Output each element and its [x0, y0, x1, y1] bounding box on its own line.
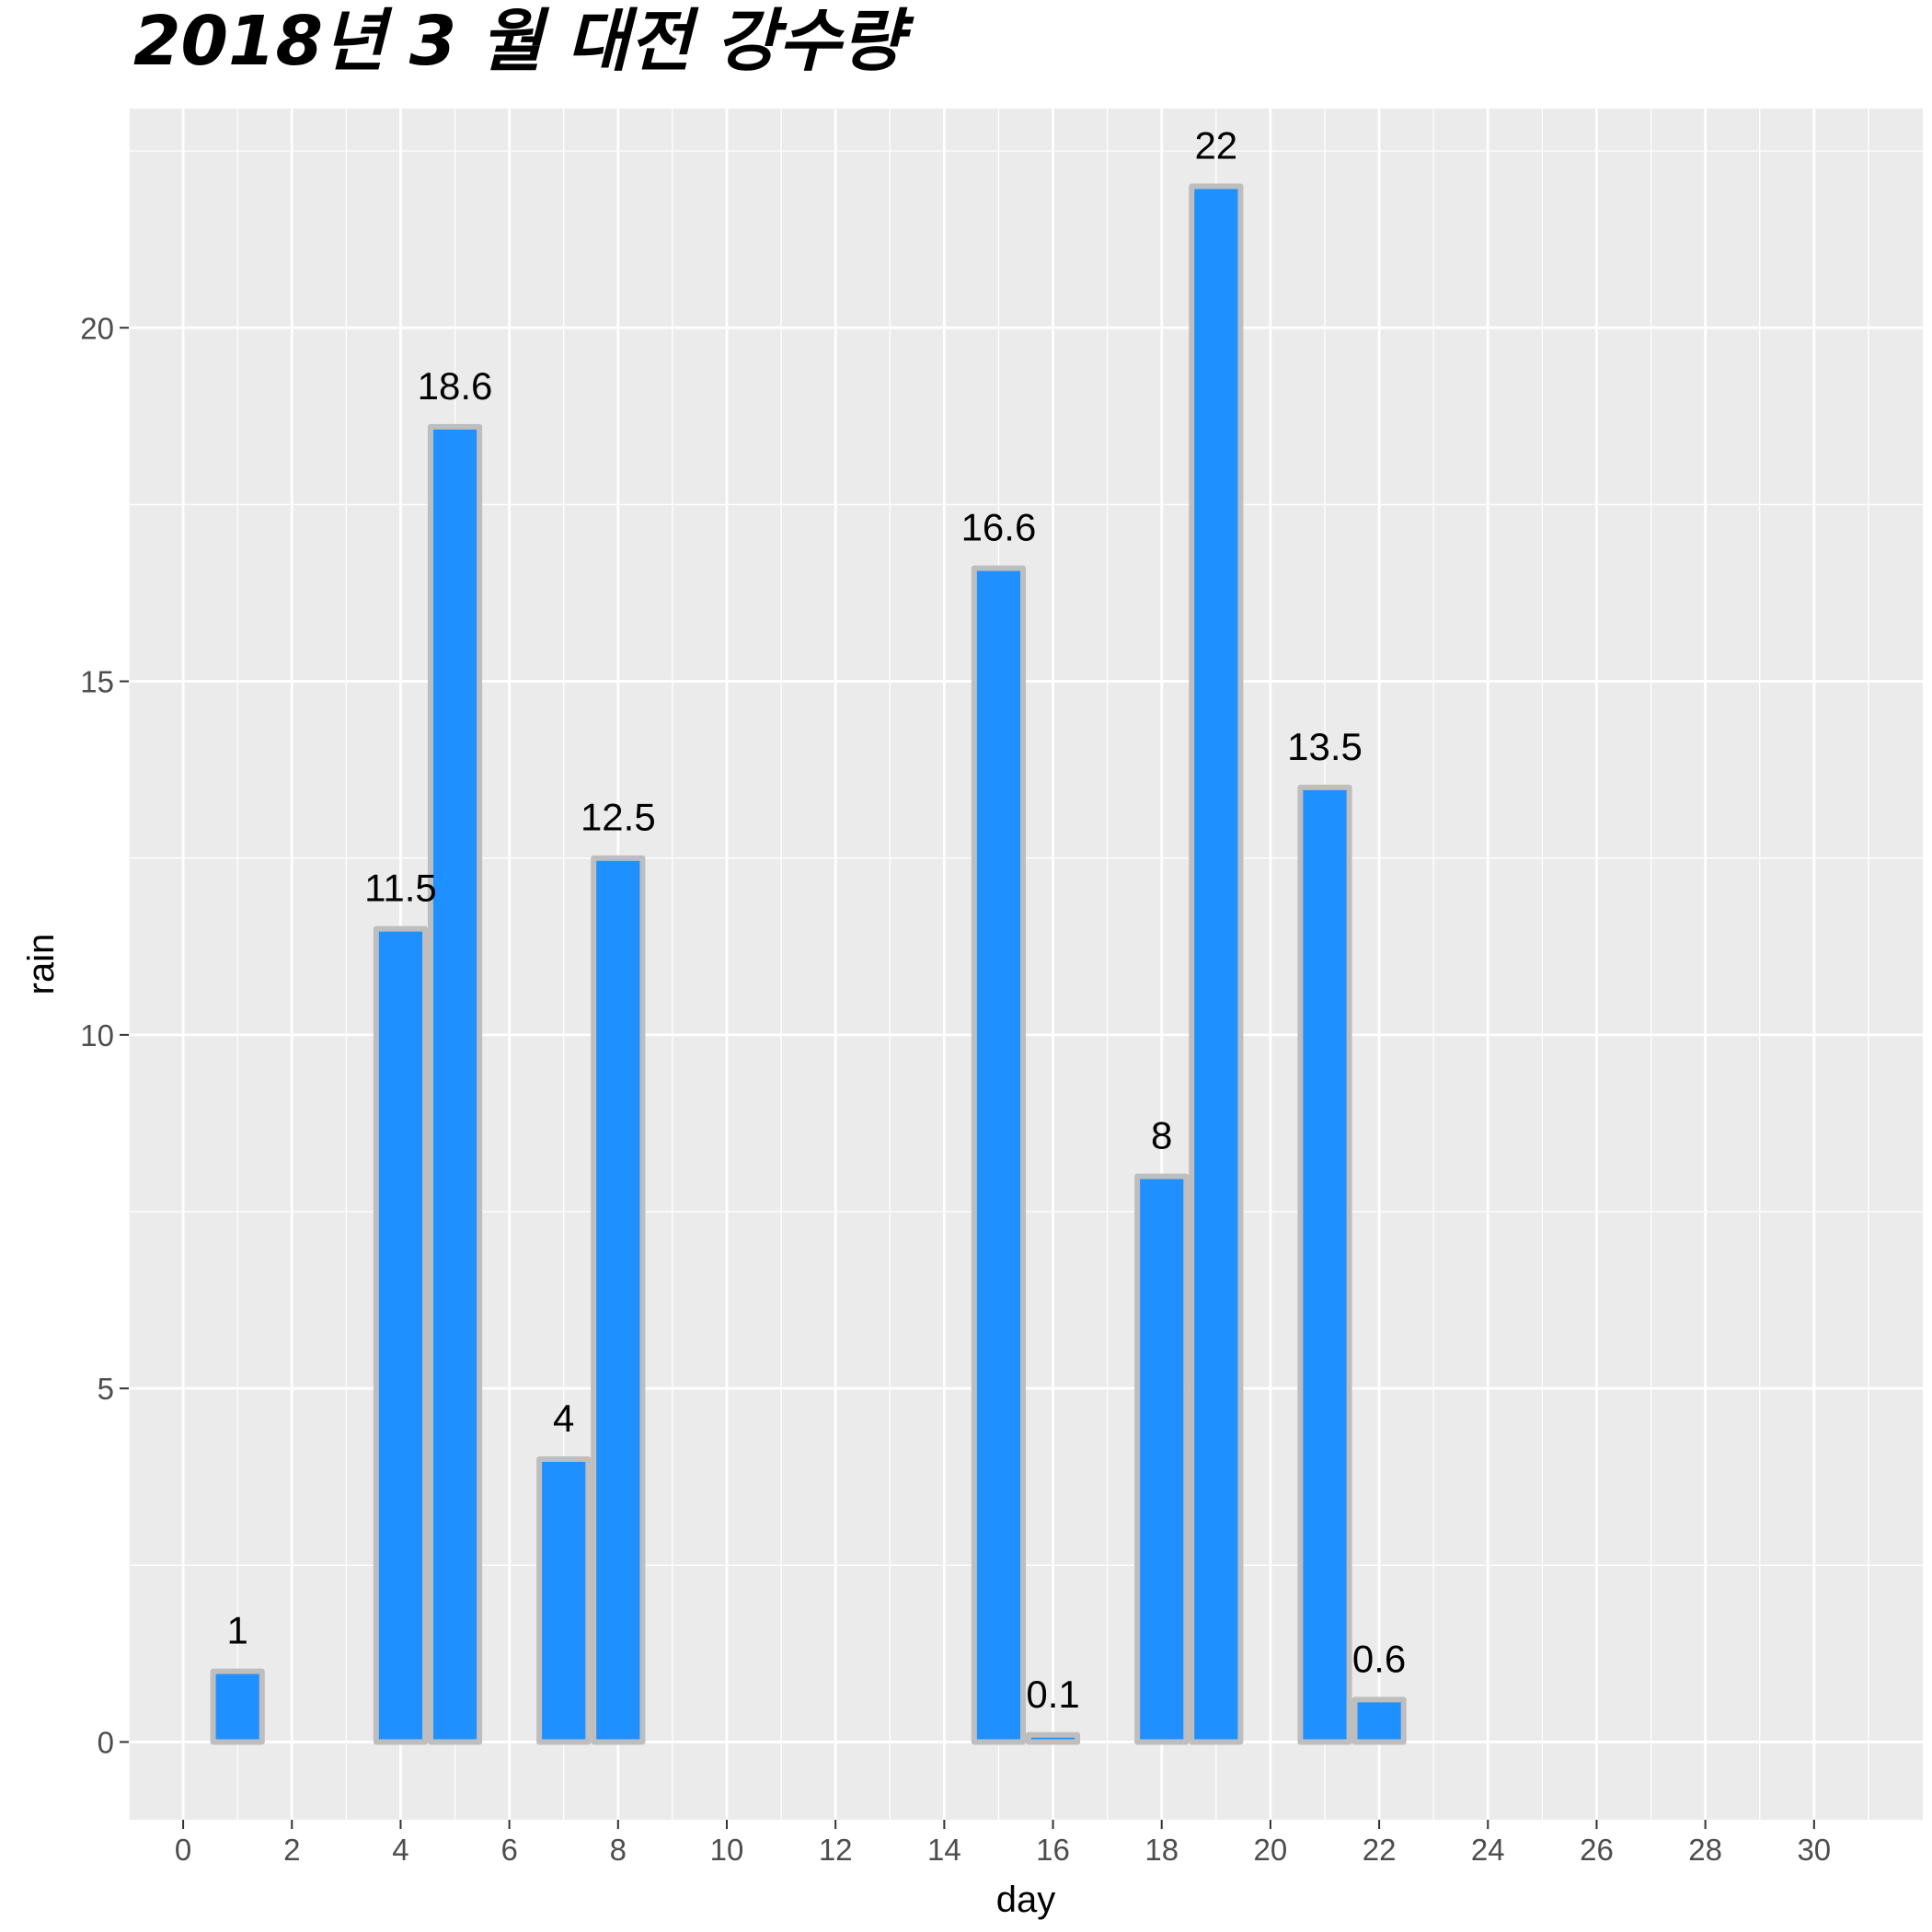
bar-day-19 — [1189, 183, 1244, 1745]
data-label-day-19: 22 — [1194, 124, 1237, 167]
data-label-day-7: 4 — [553, 1397, 574, 1440]
data-label-day-16: 0.1 — [1026, 1673, 1079, 1716]
x-tick-label: 22 — [1363, 1833, 1397, 1867]
x-tick-label: 6 — [500, 1833, 517, 1867]
y-tick-label: 15 — [80, 665, 114, 699]
y-tick-label: 20 — [80, 311, 114, 345]
x-axis-title: day — [996, 1880, 1056, 1920]
data-label-day-22: 0.6 — [1352, 1637, 1406, 1680]
x-tick-label: 26 — [1580, 1833, 1614, 1867]
y-tick-label: 5 — [98, 1372, 114, 1406]
x-tick-label: 0 — [175, 1833, 191, 1867]
bar-day-15 — [971, 565, 1027, 1745]
x-tick-label: 14 — [927, 1833, 961, 1867]
data-label-day-21: 13.5 — [1287, 725, 1363, 768]
bar-day-22 — [1351, 1696, 1407, 1745]
bar-day-8 — [591, 855, 646, 1745]
x-tick-label: 16 — [1036, 1833, 1070, 1867]
data-label-day-4: 11.5 — [364, 867, 437, 910]
x-tick-label: 20 — [1254, 1833, 1288, 1867]
x-tick-label: 4 — [392, 1833, 408, 1867]
y-axis-title: rain — [21, 934, 62, 995]
x-tick-label: 24 — [1471, 1833, 1505, 1867]
bar-day-18 — [1134, 1173, 1190, 1745]
y-tick-label: 10 — [80, 1018, 114, 1052]
chart-title: 2018년 3 월 대전 강수량 — [133, 2, 914, 81]
bars — [210, 183, 1407, 1745]
bar-day-7 — [536, 1456, 592, 1745]
data-labels: 1 11.5 18.6 4 12.5 16.6 0.1 8 22 13.5 0.6 — [227, 124, 1407, 1716]
x-tick-label: 8 — [610, 1833, 627, 1867]
data-label-day-18: 8 — [1151, 1114, 1172, 1157]
data-label-day-15: 16.6 — [961, 506, 1037, 549]
x-tick-label: 18 — [1144, 1833, 1179, 1867]
bar-day-1 — [210, 1668, 265, 1745]
bar-day-5 — [427, 423, 483, 1745]
data-label-day-5: 18.6 — [418, 364, 493, 408]
data-label-day-8: 12.5 — [581, 796, 656, 839]
bar-day-16 — [1025, 1731, 1081, 1745]
x-tick-label: 10 — [710, 1833, 744, 1867]
bar-day-21 — [1297, 784, 1352, 1745]
bar-day-4 — [373, 926, 429, 1745]
y-tick-label: 0 — [98, 1725, 114, 1759]
data-label-day-1: 1 — [227, 1609, 248, 1652]
x-tick-label: 12 — [819, 1833, 853, 1867]
x-tick-label: 2 — [283, 1833, 300, 1867]
x-tick-label: 30 — [1797, 1833, 1831, 1867]
x-tick-label: 28 — [1688, 1833, 1722, 1867]
